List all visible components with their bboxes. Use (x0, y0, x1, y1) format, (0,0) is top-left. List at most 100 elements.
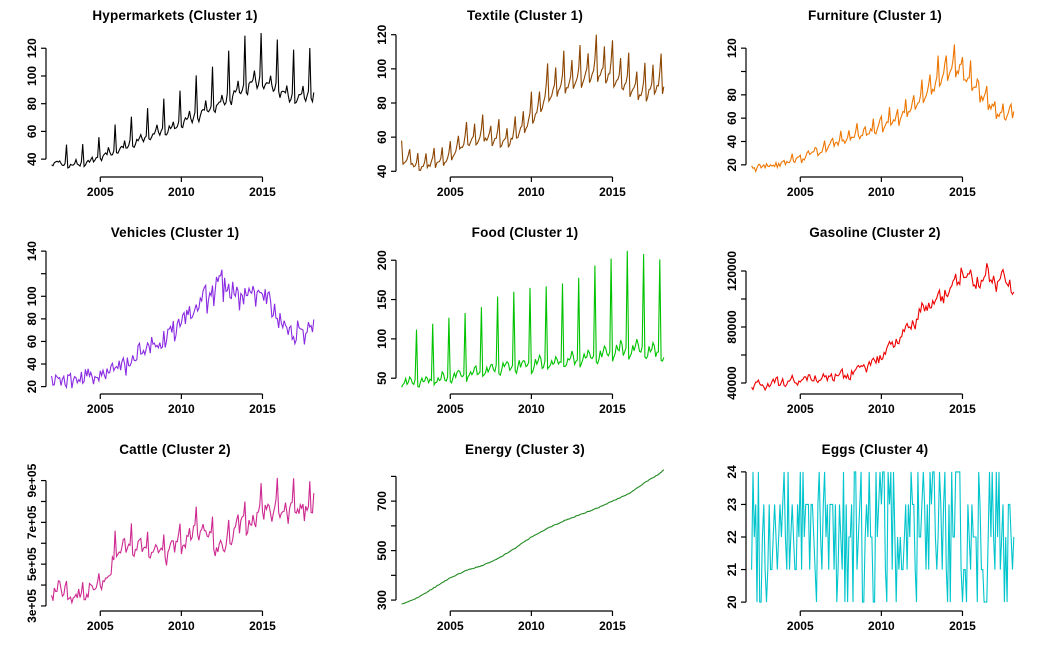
y-tick-label: 9e+05 (25, 463, 39, 497)
y-tick-label: 80000 (725, 310, 739, 344)
y-tick-label: 20 (725, 158, 739, 172)
y-tick-label: 21 (725, 562, 739, 576)
chart-title: Furniture (Cluster 1) (808, 8, 942, 23)
chart-title: Eggs (Cluster 4) (822, 442, 929, 457)
y-tick-label: 120 (375, 25, 389, 45)
chart-title: Energy (Cluster 3) (465, 442, 585, 457)
x-tick-label: 2010 (518, 402, 545, 416)
y-tick-label: 7e+05 (25, 505, 39, 539)
gasoline-plot-canvas: Gasoline (Cluster 2) 40000 80000 120000 2005… (725, 225, 1015, 416)
gasoline-series-line (751, 263, 1015, 392)
y-tick-label: 50 (375, 371, 389, 385)
chart-textile: Textile (Cluster 1) 40 60 80 100 120 2005 2010 2… (350, 0, 700, 217)
furniture-series-line (751, 44, 1015, 174)
y-tick-label: 80 (375, 96, 389, 110)
x-tick-label: 2010 (868, 402, 895, 416)
chart-title: Vehicles (Cluster 1) (111, 225, 240, 240)
hypermarkets-series-line (51, 33, 315, 170)
eggs-series-line (751, 471, 1015, 603)
x-tick-label: 2005 (87, 402, 114, 416)
y-tick-label: 60 (375, 130, 389, 144)
y-tick-label: 23 (725, 497, 739, 511)
x-tick-label: 2005 (787, 402, 814, 416)
eggs-plot-canvas: Eggs (Cluster 4) 20 21 22 23 24 2005 2010 2015 (725, 442, 1015, 633)
y-tick-label: 80 (25, 312, 39, 326)
x-tick-label: 2015 (249, 619, 276, 633)
x-tick-label: 2005 (437, 185, 464, 199)
y-axis: 20 40 60 80 100 140 (25, 241, 47, 394)
y-tick-label: 60 (725, 112, 739, 126)
y-axis: 20 21 22 23 24 (725, 465, 747, 608)
x-tick-label: 2005 (437, 402, 464, 416)
x-axis: 2005 2010 2015 (87, 610, 276, 633)
chart-hypermarkets: Hypermarkets (Cluster 1) 40 60 80 100 120 2005… (0, 0, 350, 217)
y-axis: 3e+05 5e+05 7e+05 9e+05 (25, 463, 47, 622)
x-tick-label: 2005 (437, 619, 464, 633)
y-tick-label: 60 (25, 334, 39, 348)
y-tick-label: 150 (375, 289, 389, 309)
y-axis: 20 40 60 80 120 (725, 38, 747, 172)
y-tick-label: 40 (25, 152, 39, 166)
y-tick-label: 100 (25, 66, 39, 86)
y-tick-label: 40 (25, 357, 39, 371)
food-plot-canvas: Food (Cluster 1) 50 100 150 200 2005 2010 2015 (375, 225, 665, 416)
y-tick-label: 22 (725, 530, 739, 544)
x-tick-label: 2010 (518, 185, 545, 199)
y-tick-label: 100 (375, 59, 389, 79)
y-tick-label: 120000 (725, 251, 739, 291)
chart-title: Textile (Cluster 1) (467, 8, 583, 23)
x-tick-label: 2010 (168, 619, 195, 633)
y-tick-label: 100 (375, 329, 389, 349)
chart-energy: Energy (Cluster 3) 300 500 700 2005 2010 2015 (350, 433, 700, 650)
textile-series-line (401, 34, 665, 172)
y-tick-label: 40 (375, 165, 389, 179)
vehicles-series-line (51, 269, 315, 390)
x-tick-label: 2015 (249, 185, 276, 199)
y-tick-label: 120 (725, 38, 739, 58)
x-tick-label: 2010 (868, 619, 895, 633)
chart-vehicles: Vehicles (Cluster 1) 20 40 60 80 100 140 2005 20… (0, 217, 350, 434)
chart-gasoline: Gasoline (Cluster 2) 40000 80000 120000 2005… (700, 217, 1050, 434)
y-tick-label: 700 (375, 490, 389, 510)
y-tick-label: 20 (25, 380, 39, 394)
chart-food: Food (Cluster 1) 50 100 150 200 2005 2010 2015 (350, 217, 700, 434)
x-tick-label: 2005 (787, 185, 814, 199)
chart-eggs: Eggs (Cluster 4) 20 21 22 23 24 2005 2010 2015 (700, 433, 1050, 650)
cattle-series-line (51, 477, 315, 605)
x-tick-label: 2015 (249, 402, 276, 416)
x-tick-label: 2010 (518, 619, 545, 633)
x-axis: 2005 2010 2015 (87, 393, 276, 416)
x-tick-label: 2005 (787, 619, 814, 633)
y-axis: 50 100 150 200 (375, 250, 397, 385)
x-axis: 2005 2010 2015 (787, 176, 976, 199)
chart-title: Cattle (Cluster 2) (119, 442, 231, 457)
x-axis: 2005 2010 2015 (437, 176, 626, 199)
x-tick-label: 2015 (599, 402, 626, 416)
x-tick-label: 2005 (87, 619, 114, 633)
y-tick-label: 140 (25, 241, 39, 261)
y-tick-label: 40 (725, 135, 739, 149)
x-axis: 2005 2010 2015 (437, 610, 626, 633)
y-tick-label: 40000 (725, 366, 739, 400)
x-tick-label: 2015 (949, 185, 976, 199)
x-tick-label: 2010 (168, 185, 195, 199)
energy-series-line (401, 468, 665, 605)
y-axis: 40000 80000 120000 (725, 251, 747, 400)
y-tick-label: 120 (25, 38, 39, 58)
x-tick-label: 2015 (599, 619, 626, 633)
y-axis: 300 500 700 (375, 475, 397, 610)
x-tick-label: 2015 (949, 619, 976, 633)
x-axis: 2005 2010 2015 (787, 610, 976, 633)
chart-cattle: Cattle (Cluster 2) 3e+05 5e+05 7e+05 9e+05 20… (0, 433, 350, 650)
cattle-plot-canvas: Cattle (Cluster 2) 3e+05 5e+05 7e+05 9e+05 20… (25, 442, 315, 633)
energy-plot-canvas: Energy (Cluster 3) 300 500 700 2005 2010 2015 (375, 442, 665, 633)
chart-title: Hypermarkets (Cluster 1) (92, 8, 257, 23)
x-tick-label: 2005 (87, 185, 114, 199)
y-tick-label: 80 (25, 97, 39, 111)
y-tick-label: 500 (375, 540, 389, 560)
x-axis: 2005 2010 2015 (437, 393, 626, 416)
x-tick-label: 2015 (949, 402, 976, 416)
y-tick-label: 200 (375, 250, 389, 270)
